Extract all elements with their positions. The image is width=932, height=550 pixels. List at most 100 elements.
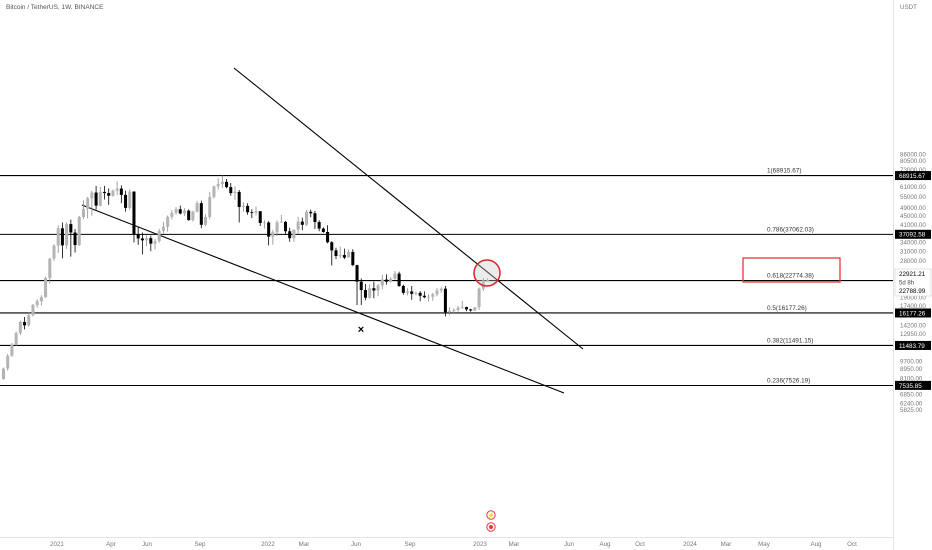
candle-body [153, 241, 157, 244]
candle-body [39, 297, 43, 302]
candle-body [6, 355, 10, 369]
candle-body [73, 232, 77, 246]
candle-body [23, 322, 27, 326]
candle-body [401, 285, 405, 293]
y-axis-tick: 73000.00 [900, 167, 926, 174]
y-axis-tick: 31000.00 [900, 248, 926, 255]
y-axis-tick: 45000.00 [900, 213, 926, 220]
candle-body [35, 301, 39, 305]
candle-body [233, 191, 237, 194]
candle-body [351, 251, 355, 266]
candle-body [48, 258, 52, 278]
breakout-highlight-circle [473, 259, 501, 287]
fib-level-label: 0.618(22774.38) [767, 273, 814, 280]
candle-body [342, 255, 346, 258]
x-axis-tick: Mar [299, 541, 310, 548]
candle-body [136, 234, 140, 239]
x-axis-tick: Aug [599, 541, 611, 548]
candle-body [258, 211, 262, 223]
candle-body [195, 203, 199, 212]
candle-body [389, 278, 393, 282]
candle-body [326, 231, 330, 243]
candle-body [473, 307, 477, 311]
y-axis-tick: 12950.00 [900, 331, 926, 338]
candle-body [81, 208, 85, 218]
candle-body [132, 191, 136, 235]
candle-body [174, 209, 178, 213]
x-marker: × [358, 324, 364, 336]
candle-body [225, 181, 229, 188]
candle-body [220, 181, 224, 185]
fib-level-label: 0.5(16177.26) [767, 305, 807, 312]
x-axis-tick: Oct [847, 541, 857, 548]
candle-body [94, 192, 98, 206]
candle-body [77, 217, 81, 246]
candle-body [414, 292, 418, 294]
candle-body [187, 210, 191, 221]
candle-body [439, 288, 443, 291]
candle-body [347, 251, 351, 258]
candle-body [431, 294, 435, 297]
candle-body [448, 311, 452, 313]
candle-body [178, 209, 182, 214]
fib-price-badge-text: 11483.79 [899, 343, 925, 350]
candle-body [199, 203, 203, 225]
fib-price-badge [895, 229, 931, 239]
fib-price-badge-text: 7535.85 [899, 383, 922, 390]
y-axis-tick: 34000.00 [900, 240, 926, 247]
candle-body [481, 280, 485, 289]
candle-body [435, 290, 439, 295]
candle-body [334, 250, 338, 257]
candle-body [119, 188, 123, 195]
y-axis-tick: 8100.00 [900, 376, 923, 383]
candle-body [204, 217, 208, 225]
fib-618-highlight-box [742, 257, 841, 283]
x-axis-tick: Aug [810, 541, 822, 548]
candle-body [384, 279, 389, 282]
candle-body [452, 309, 456, 312]
candle-body [31, 304, 35, 316]
candle-body [250, 212, 254, 214]
y-axis-tick: 17400.00 [900, 303, 926, 310]
candle-body [372, 288, 376, 291]
upper-trend-line [233, 67, 584, 350]
candle-body [111, 190, 115, 196]
candle-body [212, 186, 216, 197]
candle-body [182, 210, 186, 214]
candle-body [161, 226, 165, 232]
candle-body [359, 281, 363, 291]
x-axis-tick: Jun [564, 541, 575, 548]
candle-body [237, 191, 241, 207]
candle-body [52, 245, 56, 259]
candle-body [368, 288, 372, 298]
fib-price-badge [895, 340, 931, 350]
candle-body [410, 291, 414, 294]
candle-body [157, 231, 161, 242]
last-price-text: 22921.21 [899, 271, 926, 278]
y-axis-tick: 6850.00 [900, 391, 923, 398]
x-axis-tick: Jun [142, 541, 153, 548]
candle-body [418, 292, 422, 296]
fib-price-badge [895, 308, 931, 318]
candle-body [469, 309, 473, 311]
y-axis-tick: 19000.00 [900, 295, 926, 302]
candle-body [464, 307, 468, 310]
candle-body [288, 231, 292, 239]
x-axis-tick: 2023 [473, 541, 487, 548]
candle-body [283, 221, 287, 232]
candle-body [254, 211, 258, 213]
candle-body [262, 222, 266, 224]
x-axis-tick: Mar [509, 541, 520, 548]
candle-body [145, 238, 149, 241]
candle-body [56, 228, 60, 246]
candle-body [14, 332, 18, 345]
x-axis-tick: Oct [635, 541, 645, 548]
candle-body [477, 288, 481, 308]
candle-body [355, 265, 359, 282]
candle-body [296, 221, 300, 230]
candle-body [98, 191, 102, 206]
candle-body [363, 290, 367, 298]
y-axis-tick: 86000.00 [900, 152, 926, 159]
